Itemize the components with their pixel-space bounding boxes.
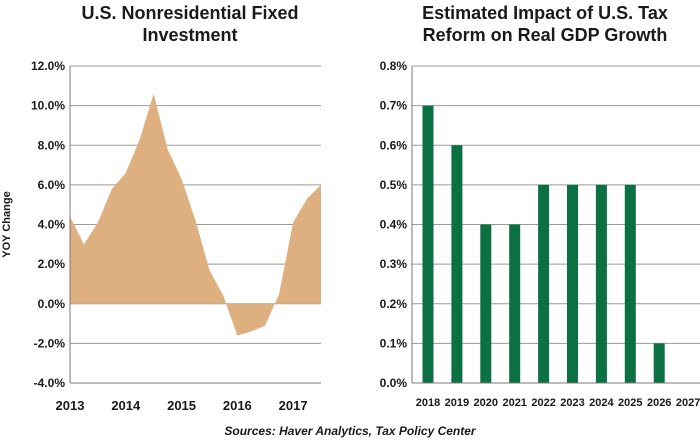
left-y-tick-label: -4.0% [34, 376, 66, 390]
gdp-impact-bar-2020 [480, 224, 492, 383]
right-y-tick-label: 0.8% [380, 59, 408, 73]
gdp-impact-bar-2025 [624, 184, 636, 383]
source-note: Sources: Haver Analytics, Tax Policy Cen… [224, 424, 476, 438]
left-x-tick-label: 2016 [223, 398, 252, 413]
right-y-tick-label: 0.0% [380, 376, 408, 390]
right-y-tick-label: 0.3% [380, 257, 408, 271]
left-y-tick-label: 12.0% [31, 59, 65, 73]
right-y-tick-label: 0.1% [380, 336, 408, 350]
left-x-tick-label: 2017 [279, 398, 308, 413]
right-chart-title: Estimated Impact of U.S. Tax Reform on R… [422, 3, 668, 45]
gdp-impact-bar-2026 [653, 343, 665, 383]
right-x-tick-label: 2023 [560, 397, 584, 409]
investment-area [70, 93, 321, 336]
right-x-tick-label: 2019 [445, 397, 469, 409]
gdp-impact-bar-2018 [422, 105, 434, 383]
right-x-tick-label: 2027 [676, 397, 700, 409]
right-x-tick-label: 2024 [589, 397, 614, 409]
right-x-tick-label: 2020 [474, 397, 498, 409]
left-y-axis-label: YOY Change [1, 191, 13, 257]
right-x-tick-label: 2025 [618, 397, 642, 409]
gdp-impact-bar-2019 [451, 145, 463, 383]
left-y-tick-label: 0.0% [38, 297, 66, 311]
left-y-tick-label: 4.0% [38, 218, 66, 232]
right-y-tick-label: 0.7% [380, 99, 408, 113]
right-x-tick-label: 2021 [502, 397, 526, 409]
gdp-impact-bar-2022 [538, 184, 550, 383]
right-x-tick-label: 2018 [416, 397, 440, 409]
right-y-tick-label: 0.2% [380, 297, 408, 311]
gdp-impact-bar-2021 [509, 224, 521, 383]
gdp-impact-bar-2023 [567, 184, 578, 383]
left-x-tick-label: 2014 [111, 398, 141, 413]
left-y-tick-label: 2.0% [38, 257, 66, 271]
right-y-tick-label: 0.5% [380, 178, 408, 192]
left-y-tick-label: 6.0% [38, 178, 66, 192]
right-y-tick-label: 0.4% [380, 218, 408, 232]
left-x-tick-label: 2015 [167, 398, 196, 413]
left-y-tick-label: 8.0% [38, 138, 66, 152]
right-x-tick-label: 2022 [531, 397, 555, 409]
right-y-tick-label: 0.6% [380, 138, 408, 152]
left-x-tick-label: 2013 [56, 398, 85, 413]
left-chart-title: U.S. Nonresidential Fixed Investment [81, 3, 299, 45]
left-y-tick-label: 10.0% [31, 99, 65, 113]
gdp-impact-bar-2024 [595, 184, 607, 383]
right-x-tick-label: 2026 [647, 397, 671, 409]
left-y-tick-label: -2.0% [34, 336, 66, 350]
